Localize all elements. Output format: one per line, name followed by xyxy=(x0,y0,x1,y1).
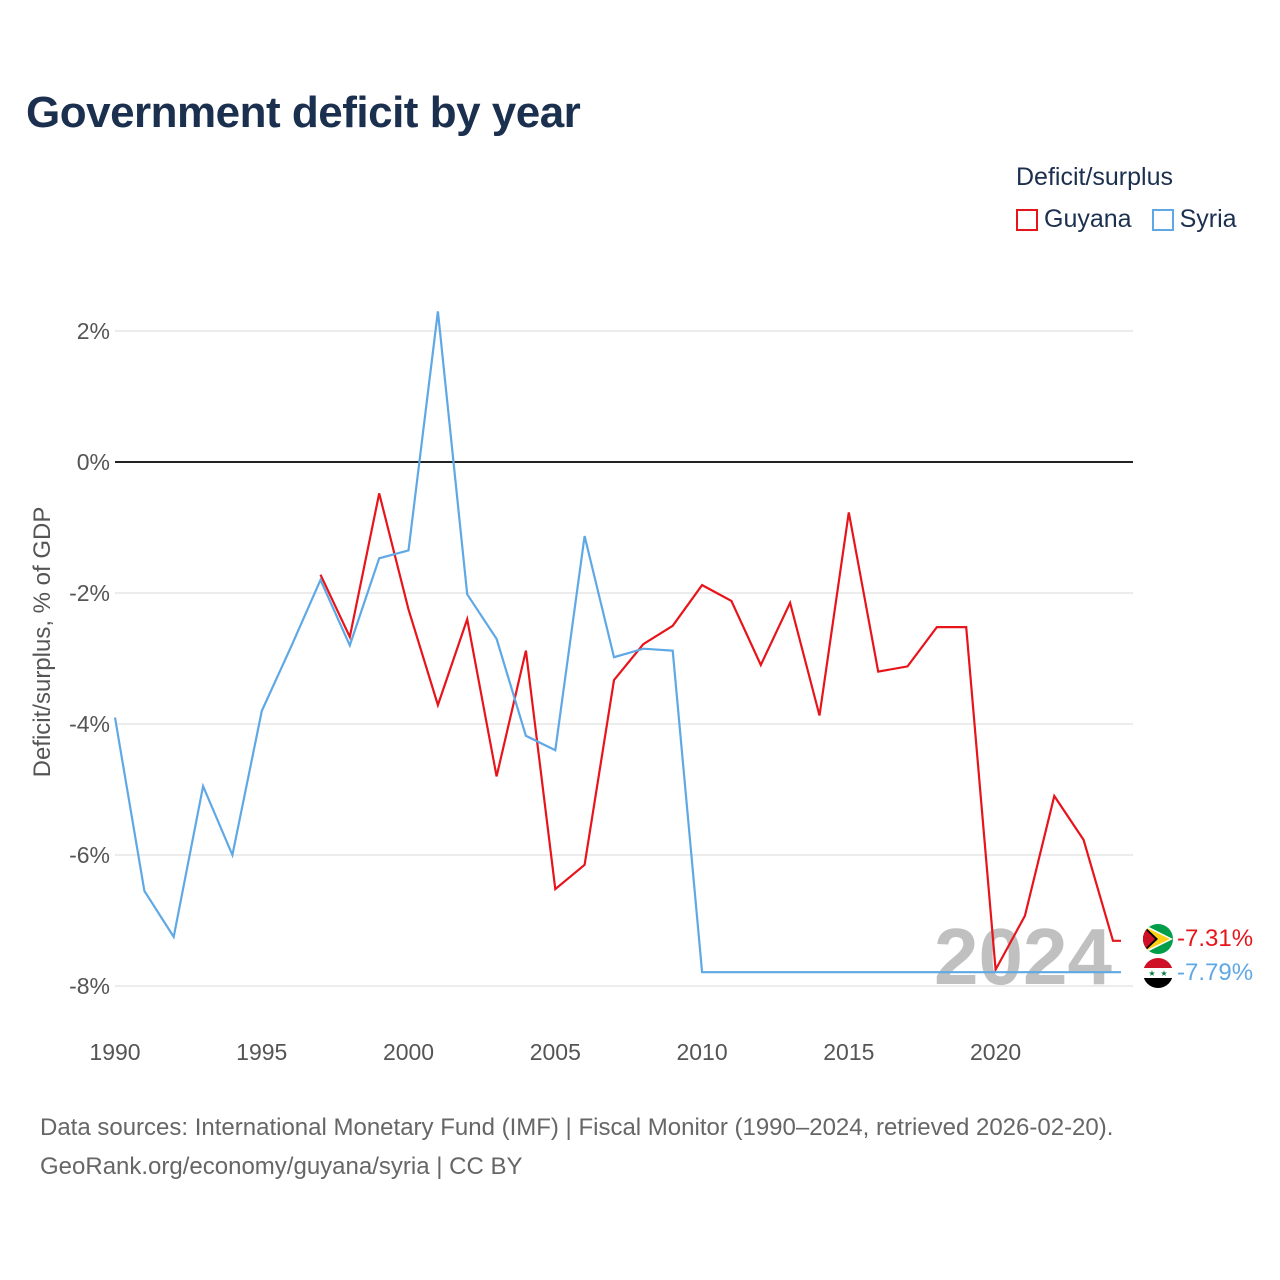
source-line-1: Data sources: International Monetary Fun… xyxy=(40,1114,1114,1141)
source-line-2: GeoRank.org/economy/guyana/syria | CC BY xyxy=(40,1153,523,1180)
legend-label-syria: Syria xyxy=(1179,205,1237,233)
data-source: Data sources: International Monetary Fun… xyxy=(40,1108,1113,1186)
series-line-syria[interactable] xyxy=(113,311,1121,974)
y-tick-label: 2% xyxy=(77,318,110,344)
x-tick-label: 2000 xyxy=(383,1039,434,1065)
y-axis-label: Deficit/surplus, % of GDP xyxy=(29,507,56,778)
y-tick-label: 0% xyxy=(77,449,110,475)
y-axis-ticks: 2% 0% -2% -4% -6% -8% xyxy=(69,318,110,999)
legend-item-syria[interactable]: Syria xyxy=(1151,205,1237,234)
syria-flag-icon: ★ ★ xyxy=(1143,958,1173,988)
legend-label-guyana: Guyana xyxy=(1044,205,1132,233)
legend-swatch-syria xyxy=(1151,208,1174,231)
legend-item-guyana[interactable]: Guyana xyxy=(1016,205,1132,234)
y-tick-label: -4% xyxy=(69,711,110,737)
x-tick-label: 2005 xyxy=(530,1039,581,1065)
legend-title: Deficit/surplus xyxy=(1016,163,1173,191)
gridlines xyxy=(115,330,1133,987)
y-tick-label: -8% xyxy=(69,973,110,999)
guyana-flag-icon xyxy=(1143,924,1173,954)
chart-plot-area: 2% 0% -2% -4% -6% -8% 1990 1995 2000 2005 2010 201… xyxy=(29,311,1253,1065)
series-line-guyana[interactable] xyxy=(319,493,1122,974)
year-watermark: 2024 xyxy=(934,912,1112,1001)
syria-end-label: -7.79% xyxy=(1177,959,1253,986)
guyana-end-label: -7.31% xyxy=(1177,925,1253,952)
x-tick-label: 2015 xyxy=(823,1039,874,1065)
x-tick-label: 2020 xyxy=(970,1039,1021,1065)
x-tick-label: 2010 xyxy=(676,1039,727,1065)
x-tick-label: 1995 xyxy=(236,1039,287,1065)
legend: Guyana Syria xyxy=(1016,205,1237,234)
x-tick-label: 1990 xyxy=(89,1039,140,1065)
y-tick-label: -6% xyxy=(69,842,110,868)
x-axis-ticks: 1990 1995 2000 2005 2010 2015 2020 xyxy=(89,1039,1021,1065)
svg-text:★: ★ xyxy=(1160,969,1167,978)
legend-swatch-guyana xyxy=(1016,208,1038,231)
svg-text:★: ★ xyxy=(1148,969,1155,978)
y-tick-label: -2% xyxy=(69,580,110,606)
series-lines xyxy=(113,311,1122,974)
chart-title: Government deficit by year xyxy=(26,88,581,137)
